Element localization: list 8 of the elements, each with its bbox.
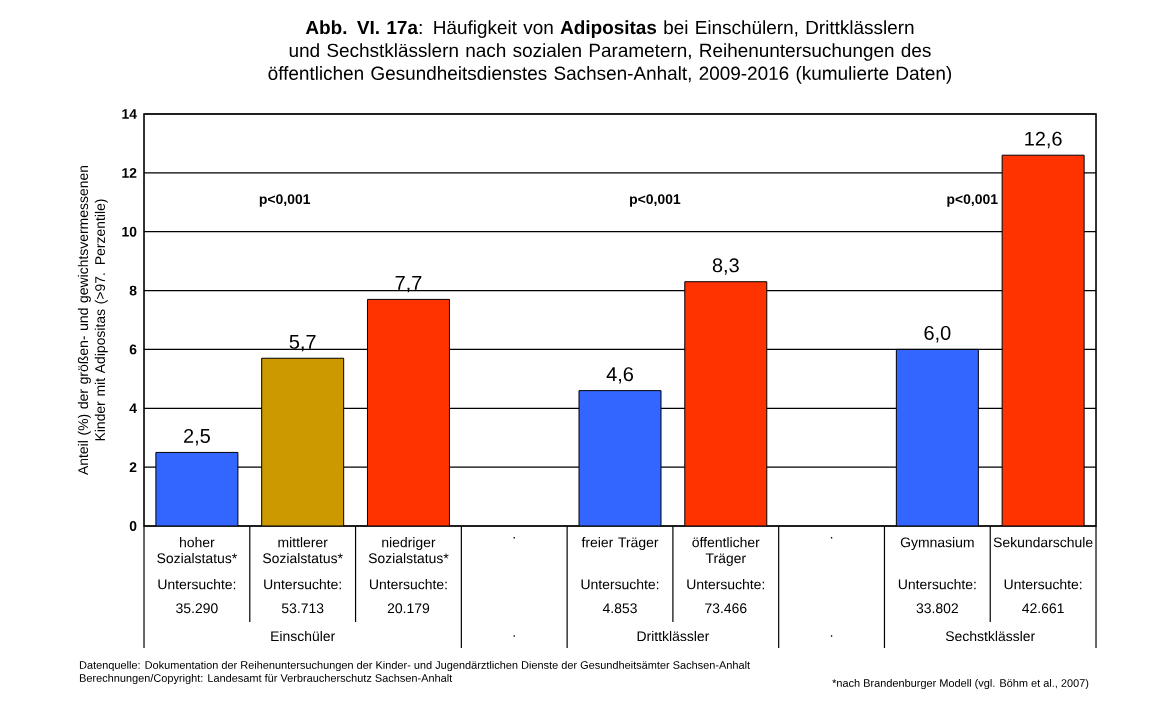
data-label: 4,6 xyxy=(606,367,633,384)
chart-title: Abb. VI. 17a: Häufigkeit von Adipositas bei Einschülern, Drittklässlern und Sechstklässlern nach sozialen Parametern, Reihenuntersuchungen des öffentlichen Gesundheitsdienstes Sachsen-Anhalt, 2009-2016 (kumulierte Daten) xyxy=(268,20,952,84)
data-label: 12,6 xyxy=(1025,131,1062,149)
data-label: 6,0 xyxy=(924,325,951,343)
data-label: 7,7 xyxy=(395,276,422,293)
data-label: 5,7 xyxy=(289,334,316,352)
data-label: 8,3 xyxy=(712,258,739,275)
data-label: 2,5 xyxy=(184,428,210,446)
